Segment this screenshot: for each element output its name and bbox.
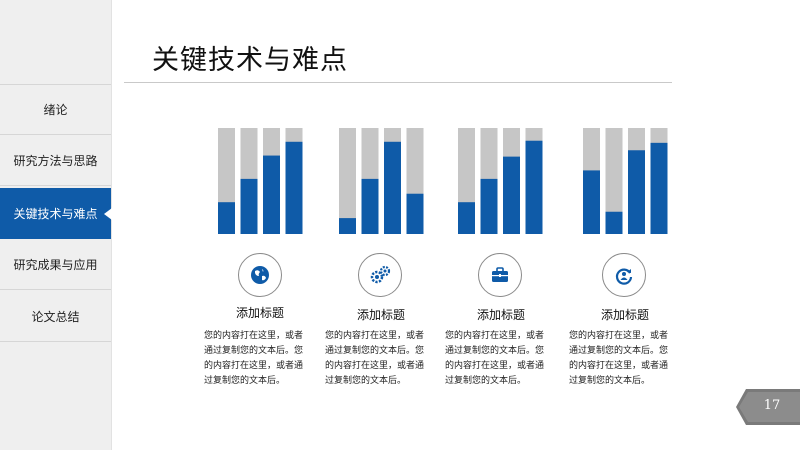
bar-track <box>339 128 356 234</box>
column-title: 添加标题 <box>356 308 405 322</box>
bar-fill <box>240 178 258 234</box>
bar-fill <box>650 142 668 234</box>
page-title: 关键技术与难点 <box>152 45 348 76</box>
bar-fill <box>263 155 280 234</box>
sidebar-item-label: 论文总结 <box>31 309 80 324</box>
bar-fill <box>384 141 401 234</box>
sidebar-item-label: 研究成果与应用 <box>13 257 98 272</box>
bar-fill <box>406 193 424 234</box>
refresh-person-icon <box>602 253 646 297</box>
sidebar-item-key-tech[interactable]: 关键技术与难点 <box>0 188 112 239</box>
sidebar-item-intro[interactable]: 绪论 <box>0 84 111 135</box>
sidebar-item-summary[interactable]: 论文总结 <box>0 291 111 342</box>
bar-fill <box>285 141 303 234</box>
bar-fill <box>605 211 623 234</box>
sidebar-item-methods[interactable]: 研究方法与思路 <box>0 135 111 186</box>
column-text: 您的内容打在这里，或者 通过复制您的文本后。您 的内容打在这里，或者通 过复制您的文本… <box>204 331 304 386</box>
bar-fill <box>628 150 645 234</box>
column-text: 您的内容打在这里，或者 通过复制您的文本后。您 的内容打在这里，或者通 过复制您的文本… <box>445 331 545 386</box>
bar-fill <box>339 218 356 234</box>
column-title: 添加标题 <box>235 306 284 320</box>
page-number: 17 <box>763 398 781 413</box>
sidebar: 绪论 研究方法与思路 关键技术与难点 研究成果与应用 论文总结 <box>0 0 112 450</box>
bar-fill <box>525 140 543 234</box>
bar-fill <box>361 178 379 234</box>
gears-icon <box>358 253 402 297</box>
active-pointer-icon <box>104 207 112 220</box>
bar-fill <box>218 202 235 234</box>
globe-icon <box>238 253 282 297</box>
bar-fill <box>458 202 475 234</box>
page-number-badge <box>736 389 800 425</box>
sidebar-item-label: 绪论 <box>43 103 68 117</box>
column-title: 添加标题 <box>476 308 525 322</box>
briefcase-icon <box>478 253 522 297</box>
sidebar-item-label: 关键技术与难点 <box>13 207 98 221</box>
sidebar-item-label: 研究方法与思路 <box>13 153 98 168</box>
column-text: 您的内容打在这里，或者 通过复制您的文本后。您 的内容打在这里，或者通 过复制您的文本… <box>569 331 669 386</box>
bar-fill <box>480 178 498 234</box>
sidebar-item-results[interactable]: 研究成果与应用 <box>0 239 111 290</box>
bar-fill <box>583 170 600 234</box>
bar-track <box>605 128 623 234</box>
title-divider <box>124 82 672 83</box>
bar-fill <box>503 156 520 234</box>
column-text: 您的内容打在这里，或者 通过复制您的文本后。您 的内容打在这里，或者通 过复制您的文本… <box>325 331 425 386</box>
column-title: 添加标题 <box>600 308 649 322</box>
